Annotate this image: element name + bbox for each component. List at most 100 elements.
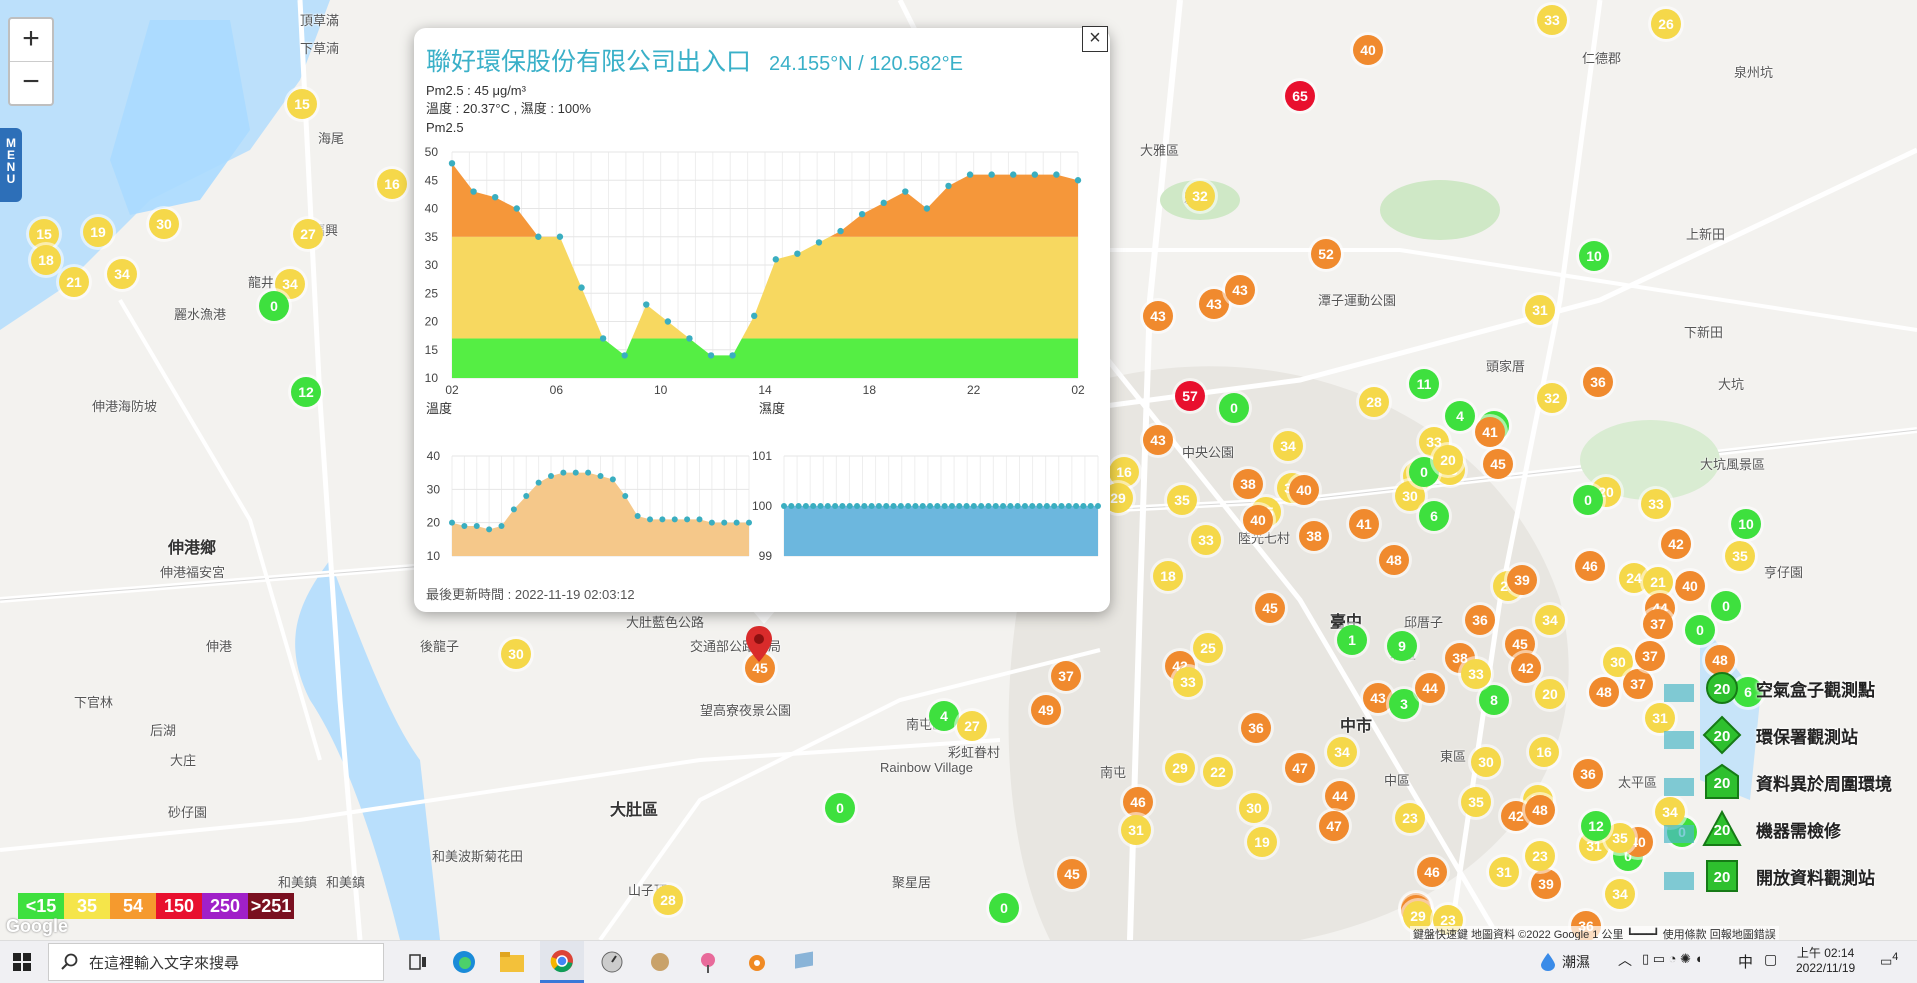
sensor-marker[interactable]: 29 bbox=[1165, 753, 1195, 783]
sensor-marker[interactable]: 6 bbox=[1419, 501, 1449, 531]
sensor-marker[interactable]: 0 bbox=[825, 793, 855, 823]
zoom-out-button[interactable]: − bbox=[22, 65, 40, 98]
sensor-marker[interactable]: 43 bbox=[1143, 425, 1173, 455]
sensor-marker[interactable]: 36 bbox=[1573, 759, 1603, 789]
sensor-marker[interactable]: 27 bbox=[293, 219, 323, 249]
sensor-marker[interactable]: 35 bbox=[1461, 787, 1491, 817]
map-attribution[interactable]: 鍵盤快速鍵 地圖資料 ©2022 Google 1 公里 ┗━━━┛ 使用條款 … bbox=[1410, 926, 1779, 942]
sensor-marker[interactable]: 30 bbox=[1239, 793, 1269, 823]
sensor-marker[interactable]: 46 bbox=[1417, 857, 1447, 887]
sensor-marker[interactable]: 31 bbox=[1645, 703, 1675, 733]
sensor-marker[interactable]: 4 bbox=[1445, 401, 1475, 431]
weather-icon[interactable] bbox=[1535, 941, 1561, 983]
sensor-marker[interactable]: 40 bbox=[1353, 35, 1383, 65]
sensor-marker[interactable]: 34 bbox=[1655, 797, 1685, 827]
sensor-marker[interactable]: 12 bbox=[1581, 811, 1611, 841]
sensor-marker[interactable]: 65 bbox=[1285, 81, 1315, 111]
sensor-marker[interactable]: 41 bbox=[1475, 417, 1505, 447]
ime-mode-icon[interactable]: ▢ bbox=[1764, 951, 1778, 967]
sensor-marker[interactable]: 0 bbox=[1711, 591, 1741, 621]
sensor-marker[interactable]: 45 bbox=[1255, 593, 1285, 623]
weather-text[interactable]: 潮濕 bbox=[1562, 954, 1590, 970]
sensor-marker[interactable]: 15 bbox=[29, 219, 59, 249]
sensor-marker[interactable]: 31 bbox=[1525, 295, 1555, 325]
sensor-marker[interactable]: 35 bbox=[1725, 541, 1755, 571]
sensor-marker[interactable]: 15 bbox=[287, 89, 317, 119]
blender-icon[interactable] bbox=[736, 941, 776, 983]
sensor-marker[interactable]: 11 bbox=[1409, 369, 1439, 399]
sensor-marker[interactable]: 30 bbox=[1395, 481, 1425, 511]
popup-close-button[interactable]: × bbox=[1082, 26, 1108, 52]
sensor-marker[interactable]: 8 bbox=[1479, 685, 1509, 715]
sensor-marker[interactable]: 37 bbox=[1623, 669, 1653, 699]
sensor-marker[interactable]: 42 bbox=[1511, 653, 1541, 683]
sensor-marker[interactable]: 16 bbox=[1109, 457, 1139, 487]
sensor-marker[interactable]: 40 bbox=[1289, 475, 1319, 505]
sensor-marker[interactable]: 35 bbox=[1167, 485, 1197, 515]
chrome-icon[interactable] bbox=[540, 941, 584, 983]
sensor-marker[interactable]: 39 bbox=[1507, 565, 1537, 595]
sensor-marker[interactable]: 47 bbox=[1319, 811, 1349, 841]
app-icon-4[interactable] bbox=[784, 941, 824, 983]
clock[interactable]: 上午 02:14 2022/11/19 bbox=[1796, 944, 1855, 975]
sensor-marker[interactable]: 33 bbox=[1191, 525, 1221, 555]
app-icon-1[interactable] bbox=[592, 941, 632, 983]
sensor-marker[interactable]: 31 bbox=[1489, 857, 1519, 887]
sensor-marker[interactable]: 18 bbox=[31, 245, 61, 275]
sensor-marker[interactable]: 42 bbox=[1661, 529, 1691, 559]
sensor-marker[interactable]: 45 bbox=[1505, 629, 1535, 659]
sensor-marker[interactable]: 45 bbox=[1483, 449, 1513, 479]
sensor-marker[interactable]: 30 bbox=[149, 209, 179, 239]
sensor-marker[interactable]: 21 bbox=[59, 267, 89, 297]
sensor-marker[interactable]: 18 bbox=[1153, 561, 1183, 591]
sensor-marker[interactable]: 23 bbox=[1395, 803, 1425, 833]
sensor-marker[interactable]: 22 bbox=[1203, 757, 1233, 787]
sensor-marker[interactable]: 34 bbox=[1535, 605, 1565, 635]
sensor-marker[interactable]: 40 bbox=[1243, 505, 1273, 535]
sensor-marker[interactable]: 46 bbox=[1123, 787, 1153, 817]
sensor-marker[interactable]: 43 bbox=[1225, 275, 1255, 305]
sensor-marker[interactable]: 20 bbox=[1433, 445, 1463, 475]
sensor-marker[interactable]: 1 bbox=[1337, 625, 1367, 655]
sensor-marker[interactable]: 12 bbox=[291, 377, 321, 407]
sensor-marker[interactable]: 16 bbox=[377, 169, 407, 199]
sensor-marker[interactable]: 48 bbox=[1525, 795, 1555, 825]
start-button[interactable] bbox=[0, 941, 44, 983]
sensor-marker[interactable]: 9 bbox=[1387, 631, 1417, 661]
sensor-marker[interactable]: 34 bbox=[107, 259, 137, 289]
sensor-marker[interactable]: 41 bbox=[1349, 509, 1379, 539]
sensor-marker[interactable]: 30 bbox=[1471, 747, 1501, 777]
app-icon-2[interactable] bbox=[640, 941, 680, 983]
sensor-marker[interactable]: 36 bbox=[1241, 713, 1271, 743]
sensor-marker[interactable]: 0 bbox=[989, 893, 1019, 923]
notification-icon[interactable]: ▭4 bbox=[1880, 951, 1899, 969]
sensor-marker[interactable]: 32 bbox=[1537, 383, 1567, 413]
sensor-marker[interactable]: 44 bbox=[1415, 673, 1445, 703]
sensor-marker[interactable]: 0 bbox=[1685, 615, 1715, 645]
sensor-marker[interactable]: 45 bbox=[745, 653, 775, 683]
sensor-marker[interactable]: 10 bbox=[1731, 509, 1761, 539]
sensor-marker[interactable]: 44 bbox=[1325, 781, 1355, 811]
sensor-marker[interactable]: 43 bbox=[1363, 683, 1393, 713]
zoom-in-button[interactable]: + bbox=[10, 19, 52, 62]
sensor-marker[interactable]: 0 bbox=[1219, 393, 1249, 423]
sensor-marker[interactable]: 33 bbox=[1641, 489, 1671, 519]
sensor-marker[interactable]: 32 bbox=[1185, 181, 1215, 211]
sensor-marker[interactable]: 33 bbox=[1173, 667, 1203, 697]
sensor-marker[interactable]: 36 bbox=[1465, 605, 1495, 635]
sensor-marker[interactable]: 21 bbox=[1643, 567, 1673, 597]
sensor-marker[interactable]: 34 bbox=[1327, 737, 1357, 767]
sensor-marker[interactable]: 20 bbox=[1535, 679, 1565, 709]
sensor-marker[interactable]: 16 bbox=[1529, 737, 1559, 767]
sensor-marker[interactable]: 57 bbox=[1175, 381, 1205, 411]
sensor-marker[interactable]: 45 bbox=[1057, 859, 1087, 889]
location-pin-icon[interactable] bbox=[746, 626, 772, 662]
app-icon-3[interactable] bbox=[688, 941, 728, 983]
tray-chevron-icon[interactable]: ︿ bbox=[1618, 952, 1632, 968]
sensor-marker[interactable]: 26 bbox=[1651, 9, 1681, 39]
sensor-marker[interactable]: 31 bbox=[1121, 815, 1151, 845]
sensor-marker[interactable]: 33 bbox=[1461, 659, 1491, 689]
sensor-marker[interactable]: 43 bbox=[1199, 289, 1229, 319]
sensor-marker[interactable]: 27 bbox=[957, 711, 987, 741]
task-view-icon[interactable] bbox=[398, 941, 438, 983]
